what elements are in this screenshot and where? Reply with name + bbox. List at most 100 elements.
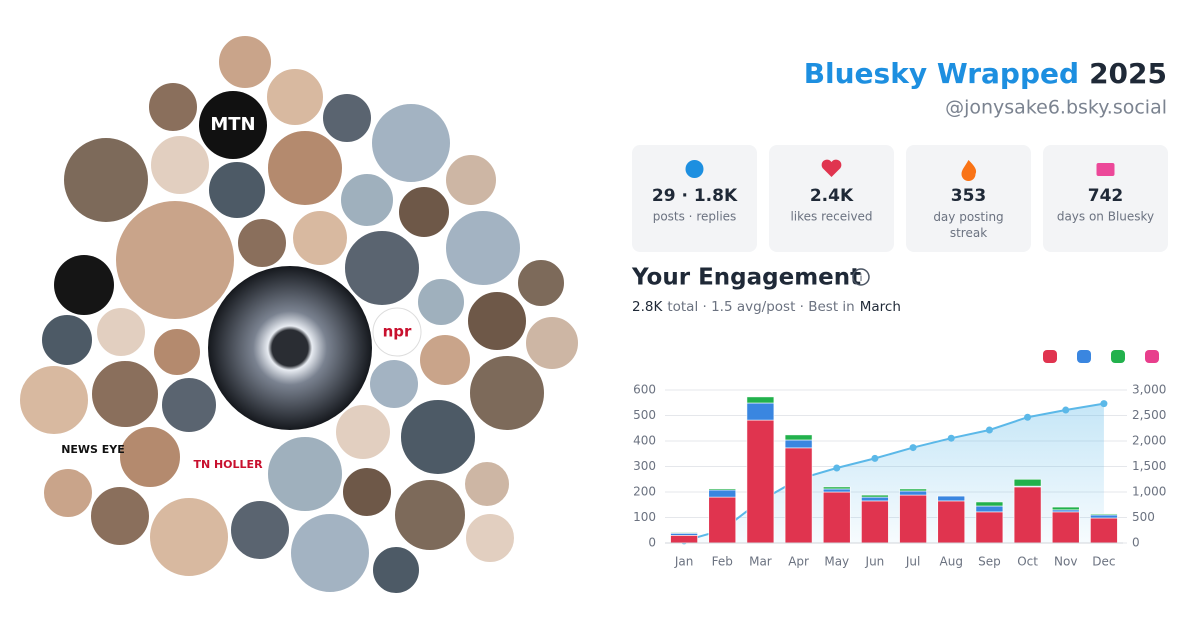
avatar [321,92,373,144]
avatar [199,91,267,159]
line-point [985,426,993,434]
handle: @jonysake6.bsky.social [945,97,1167,119]
avatar [334,403,392,461]
y-tick-label: 400 [633,434,656,448]
bar-segment [708,488,737,491]
avatar-text: MTN [210,114,255,135]
avatar [229,499,291,561]
y-tick-label: 300 [633,459,656,473]
avatar [399,398,477,476]
bar-segment [937,500,966,544]
y-tick-label: 0 [648,536,656,550]
avatar [194,431,262,499]
stat-value: 353 [951,186,987,206]
avatar-text: NEWS EYE [61,443,125,456]
stat-icon [1096,163,1115,176]
avatar [236,217,288,269]
avatar [266,129,344,207]
bar-segment [899,494,927,544]
stat-card [1043,145,1168,252]
engagement-chart: 0 100 200 300 400 500 600 0 500 1,000 1,500 2,000 2,… [633,350,1166,569]
avatar [208,266,372,430]
bar-segment [822,486,851,490]
avatar [339,172,395,228]
bar-segment [975,501,1004,507]
stat-label-line: day posting [933,210,1003,224]
avatar [217,34,273,90]
x-tick-label: Apr [788,555,809,569]
avatar [118,425,182,489]
bar-segment [1051,511,1080,544]
avatar [265,67,325,127]
avatar [393,478,467,552]
avatar [368,358,420,410]
avatar [444,209,522,287]
bar-segment [746,419,775,544]
bar-segment [670,533,698,536]
y2-tick-label: 0 [1132,536,1140,550]
stat-card [632,145,757,252]
stat-icon [685,160,704,178]
bar-segment [861,500,889,544]
y2-tick-label: 3,000 [1132,383,1166,397]
legend-icon[interactable] [1043,350,1057,363]
bar-segment [899,488,927,492]
legend-icon[interactable] [1077,350,1091,363]
bar-segment [670,535,698,544]
bar-segment [975,511,1004,544]
avatar [62,136,150,224]
x-tick-label: May [824,555,849,569]
bar-segment [1090,517,1118,544]
avatar [289,512,371,594]
avatar [148,496,230,578]
bar-segment [1090,514,1118,519]
y-tick-label: 200 [633,485,656,499]
y2-tick-label: 2,500 [1132,408,1166,422]
line-point [871,454,879,462]
y-tick-label: 100 [633,510,656,524]
avatar [343,229,421,307]
x-tick-label: Jun [865,555,885,569]
bar-segment [822,488,851,493]
info-glyph: i [860,273,863,284]
y-tick-label: 600 [633,383,656,397]
x-tick-label: Sep [978,555,1001,569]
avatar-text: TN HOLLER [193,458,263,471]
bar-segment [784,447,813,544]
line-point [1024,413,1032,421]
title-brand: Bluesky Wrapped [804,57,1079,90]
bar-segment [899,490,927,496]
avatar [463,460,511,508]
avatar [418,333,472,387]
stat-label: likes received [790,210,872,224]
bar-segment [1051,509,1080,513]
x-tick-label: Mar [749,555,772,569]
y2-tick-label: 500 [1132,510,1155,524]
stat-icon [821,159,842,177]
x-tick-label: Nov [1054,555,1077,569]
x-tick-label: Jul [905,555,920,569]
info-icon[interactable] [852,268,870,286]
bar-segment [1090,513,1118,516]
bar-segment [1013,486,1042,544]
summary-middle: total · 1.5 avg/post · Best in [667,299,854,315]
bar-segment [1051,506,1080,511]
avatar [89,485,151,547]
avatar [371,545,421,595]
y2-tick-label: 1,500 [1132,459,1166,473]
y-tick-label: 500 [633,408,656,422]
x-tick-label: Feb [712,555,733,569]
legend-icon[interactable] [1111,350,1125,363]
avatar [466,290,528,352]
x-tick-label: Dec [1092,555,1115,569]
bar-segment [861,494,889,498]
avatar [372,307,422,357]
legend-icon[interactable] [1145,350,1159,363]
avatar [54,255,114,315]
stat-cards: 29 · 1.8K posts · replies 2.4K likes receiv… [632,145,1168,252]
avatar [416,277,466,327]
section-title: Your Engagement [631,265,861,291]
title: Bluesky Wrapped 2025 [804,57,1167,90]
y2-tick-label: 1,000 [1132,485,1166,499]
